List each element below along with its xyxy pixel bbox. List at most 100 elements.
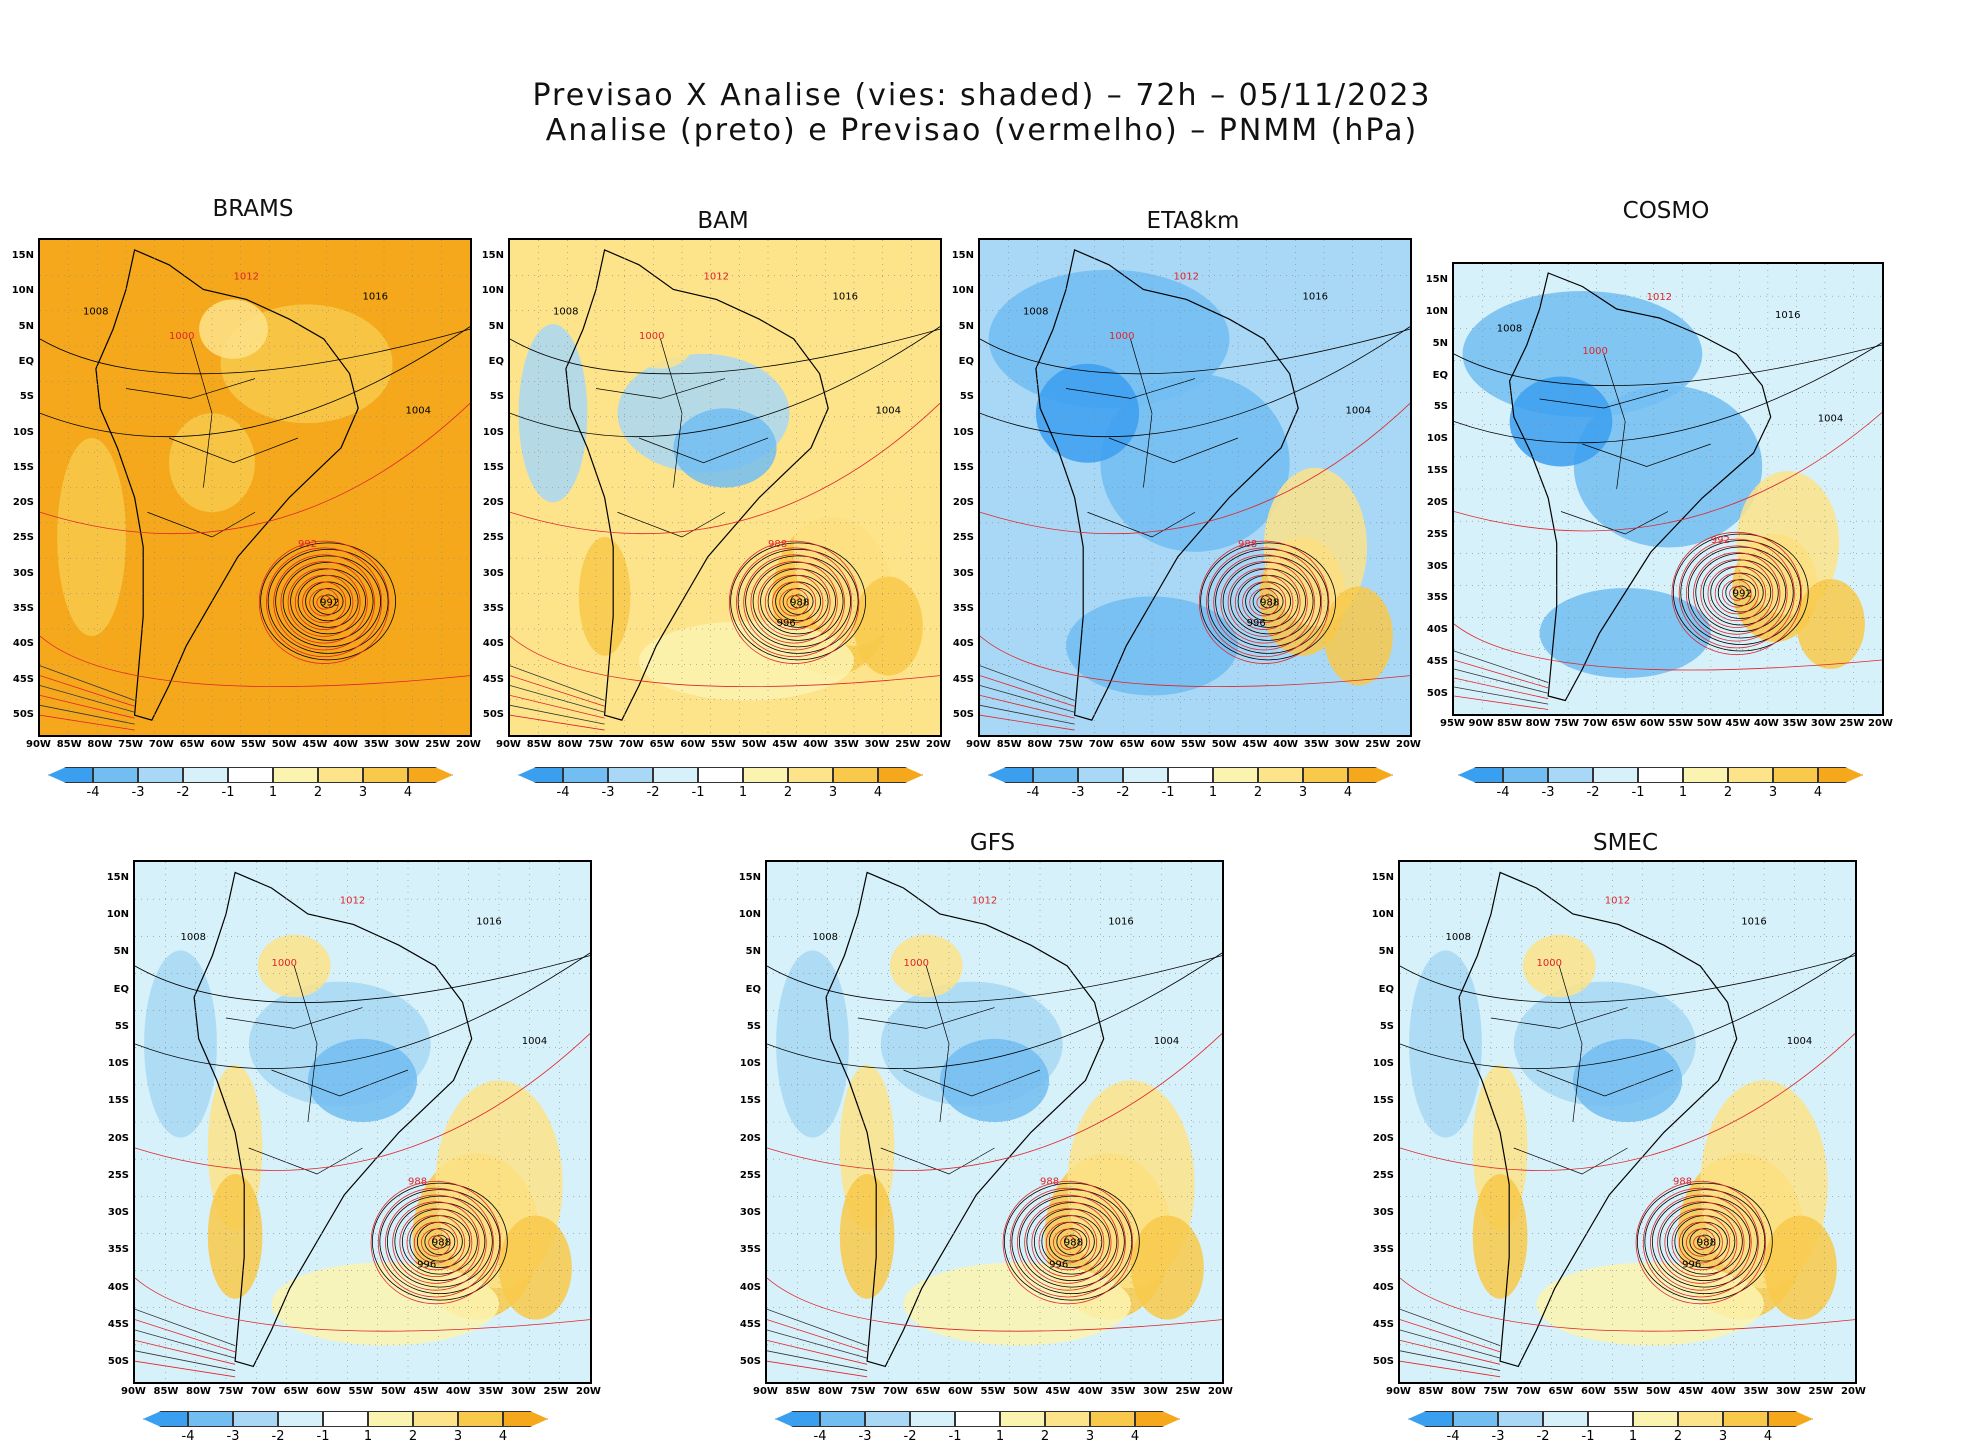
forecast-isobar: [1664, 1208, 1738, 1278]
isobar-south: [1454, 668, 1549, 694]
colorbar-tick: 2: [1253, 785, 1263, 800]
latitude-label: 10N: [1425, 305, 1448, 317]
longitude-label: 45W: [413, 1386, 439, 1397]
latitude-label: 15N: [11, 250, 34, 261]
colorbar-bin: [93, 767, 138, 783]
latitude-label: EQ: [1432, 369, 1448, 381]
colorbar: -4 -3 -2 -1 1 2 3 4: [988, 767, 1398, 805]
colorbar-bin: [233, 1411, 278, 1427]
longitude-label: 30W: [864, 739, 890, 750]
latitude-label: 10N: [481, 285, 504, 297]
isobar-south: [135, 1329, 236, 1359]
isobar-south: [767, 1308, 868, 1346]
colorbar-bin: [1678, 1411, 1723, 1427]
isobar-label: 988: [1238, 539, 1257, 550]
colorbar-tick: 1: [363, 1429, 373, 1444]
isobar-label: 1008: [181, 932, 206, 943]
forecast-isobar: [1053, 1228, 1083, 1257]
map-svg: 1008 1012 1016 1000 1004 988 996 988: [135, 862, 590, 1382]
colorbar-tick: 4: [403, 785, 413, 800]
forecast-isobar: [1707, 565, 1766, 622]
longitude-label: 90W: [966, 739, 991, 750]
forecast-isobar: [736, 547, 853, 658]
latitude-label: 25S: [1426, 528, 1448, 540]
latitude-label: EQ: [1378, 983, 1394, 995]
colorbar-bin: [1168, 767, 1213, 783]
bias-shade: [1536, 1262, 1764, 1346]
colorbar-tick: -4: [181, 1429, 195, 1444]
isobar-label: 1008: [83, 306, 108, 317]
longitude-label: 50W: [1013, 1386, 1038, 1397]
bias-shade: [1131, 1215, 1204, 1320]
isobar-label: 1008: [1446, 932, 1471, 943]
colorbar-bin: [563, 767, 608, 783]
country-border: [1603, 353, 1626, 490]
bias-shade: [199, 299, 268, 359]
latitude-label: 35S: [739, 1244, 761, 1256]
latitude-label: 35S: [107, 1244, 129, 1256]
colorbar-bin: [1453, 1411, 1498, 1427]
forecast-isobar: [1009, 1187, 1126, 1298]
forecast-isobar: [1206, 547, 1323, 658]
latitude-label: 40S: [482, 638, 504, 650]
analysis-isobar: [1048, 1221, 1095, 1262]
analysis-isobar: [767, 955, 1222, 1003]
analysis-isobar: [1245, 581, 1292, 622]
isobar-label: 996: [777, 618, 796, 629]
latitude-label: 35S: [482, 603, 504, 615]
analysis-isobar: [1400, 952, 1855, 1069]
latitude-label: 5N: [18, 320, 34, 332]
isobar-label: 1008: [1023, 306, 1048, 317]
figure-title-line1: Previsao X Analise (vies: shaded) – 72h …: [532, 78, 1432, 113]
isobar-south: [1454, 650, 1549, 683]
colorbar-tick: -3: [1071, 785, 1085, 800]
cyclone-center-label: 988: [432, 1238, 451, 1249]
latitude-label: 25S: [12, 532, 34, 544]
panel-title: GFS: [969, 830, 1016, 856]
colorbar-tick: -3: [1541, 785, 1555, 800]
colorbar-tick: -2: [1116, 785, 1130, 800]
longitude-label: 35W: [478, 1386, 504, 1397]
longitude-label: 35W: [1782, 718, 1808, 729]
forecast-isobar: [287, 567, 361, 637]
latitude-label: 40S: [12, 638, 34, 650]
forecast-isobar: [767, 1277, 1222, 1332]
latitude-label: 10S: [952, 426, 974, 438]
latitude-label: 40S: [1372, 1281, 1394, 1293]
colorbar-bin: [1258, 767, 1303, 783]
longitude-label: 75W: [1554, 718, 1580, 729]
country-border: [1490, 1007, 1628, 1029]
longitude-label: 50W: [271, 739, 297, 750]
colorbar-bin: [653, 767, 698, 783]
forecast-isobar: [316, 595, 332, 610]
analysis-isobar: [782, 587, 814, 615]
isobar-label: 1004: [522, 1036, 547, 1047]
colorbar-bin: [1213, 767, 1258, 783]
country-border: [660, 338, 683, 488]
latitude-label: 40S: [739, 1281, 761, 1293]
isobar-south: [40, 665, 135, 701]
colorbar-bin: [698, 767, 743, 783]
isobar-label: 1000: [169, 331, 194, 342]
bias-shade: [1066, 596, 1238, 696]
forecast-isobar: [40, 403, 470, 535]
colorbar-tick: 3: [1085, 1429, 1095, 1444]
colorbar-tick: 1: [1678, 785, 1688, 800]
longitude-label: 70W: [1088, 739, 1114, 750]
forecast-isobar: [406, 1214, 466, 1271]
longitude-label: 65W: [1119, 739, 1145, 750]
latitude-label: 45S: [107, 1318, 129, 1330]
coastline: [565, 249, 829, 721]
latitude-label: 30S: [1426, 560, 1448, 572]
forecast-isobar: [1038, 1214, 1098, 1271]
longitude-label: 40W: [1711, 1386, 1736, 1397]
isobar-south: [40, 695, 135, 719]
isobar-label: 1016: [1303, 291, 1328, 302]
bias-shade: [307, 1038, 418, 1122]
forecast-isobar: [377, 1187, 494, 1298]
latitude-label: 15S: [1426, 465, 1448, 477]
longitude-label: 75W: [1483, 1386, 1509, 1397]
forecast-isobar: [1400, 1033, 1855, 1171]
colorbar-bin: [318, 767, 363, 783]
longitude-label: 80W: [1525, 718, 1551, 729]
